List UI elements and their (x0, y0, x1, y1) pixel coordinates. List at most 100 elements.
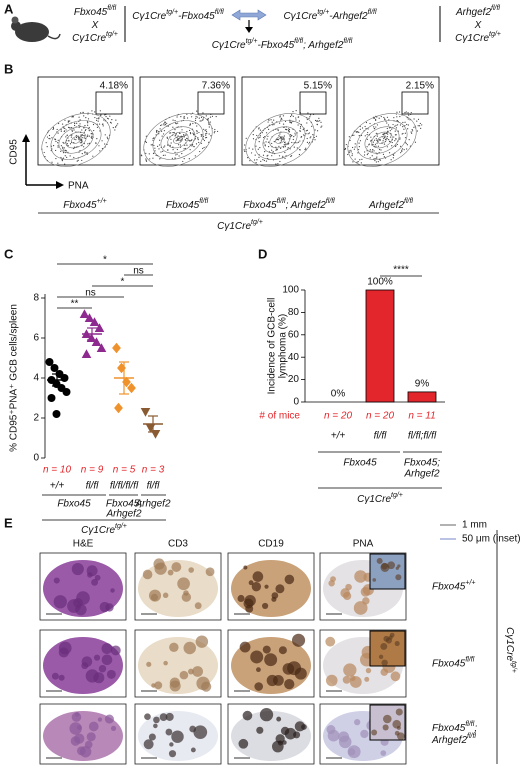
cross-left: Fbxo45fl/fl (74, 5, 117, 17)
event-dot (265, 160, 268, 162)
event-dot (67, 120, 69, 122)
event-dot (179, 137, 181, 139)
event-dot (208, 141, 210, 143)
event-dot (92, 155, 94, 157)
gate (299, 91, 327, 115)
event-dot (254, 154, 256, 156)
event-dot (376, 142, 378, 144)
tissue-spot (244, 594, 256, 607)
event-dot (278, 122, 281, 124)
text-segment: +/+ (97, 198, 107, 205)
event-dot (377, 161, 379, 163)
tissue-spot (256, 726, 264, 734)
event-dot (85, 128, 87, 131)
tissue-spot (238, 738, 249, 749)
event-dot (259, 136, 261, 138)
event-dot (78, 116, 80, 118)
event-dot (91, 135, 93, 137)
tissue-spot (271, 740, 284, 753)
tissue-spot (76, 591, 90, 605)
event-dot (71, 134, 73, 136)
event-dot (202, 138, 205, 140)
event-dot (88, 135, 91, 137)
event-dot (57, 139, 59, 141)
event-dot (79, 119, 81, 121)
tissue-spot (354, 570, 367, 583)
tissue-spot (354, 719, 361, 726)
event-dot (408, 139, 410, 141)
column-header: CD19 (258, 539, 284, 550)
data-point (112, 342, 121, 354)
event-dot (315, 120, 318, 122)
column-header: CD3 (168, 539, 188, 550)
event-dot (214, 130, 216, 133)
event-dot (284, 146, 286, 148)
tissue-spot (51, 672, 59, 680)
gate (401, 91, 429, 115)
event-dot (292, 138, 294, 141)
event-dot (354, 143, 356, 145)
event-dot (275, 146, 277, 148)
event-dot (174, 157, 176, 159)
event-dot (369, 157, 371, 159)
group-label: Fbxo45 (57, 499, 91, 510)
event-dot (305, 133, 307, 135)
event-dot (196, 125, 198, 127)
y-axis-label: Incidence of GCB-cell (267, 298, 278, 395)
tissue-spot (97, 717, 103, 722)
event-dot (377, 145, 379, 147)
contour (364, 126, 400, 154)
event-dot (367, 131, 369, 134)
event-dot (363, 154, 366, 156)
event-dot (267, 135, 269, 137)
event-dot (366, 153, 368, 156)
event-dot (80, 134, 82, 136)
event-dot (215, 115, 217, 118)
event-dot (265, 132, 268, 134)
event-dot (173, 131, 175, 134)
event-dot (399, 138, 401, 140)
event-dot (299, 125, 302, 128)
n-label: n = 9 (81, 465, 104, 476)
event-dot (399, 124, 402, 126)
event-dot (156, 129, 158, 132)
event-dot (395, 145, 397, 147)
event-dot (399, 115, 401, 118)
event-dot (282, 137, 284, 139)
event-dot (411, 130, 414, 132)
panel-label: D (258, 246, 267, 261)
event-dot (180, 116, 182, 118)
tissue-spot (165, 728, 173, 736)
event-dot (62, 152, 65, 154)
event-dot (247, 157, 249, 159)
text-segment: tg/+ (246, 38, 258, 45)
event-dot (284, 157, 286, 160)
event-dot (208, 123, 210, 126)
event-dot (64, 163, 66, 165)
event-dot (316, 130, 319, 132)
event-dot (167, 144, 169, 146)
event-dot (320, 121, 322, 123)
event-dot (402, 126, 404, 128)
contour (41, 113, 111, 167)
tissue-spot (364, 676, 370, 682)
event-dot (99, 110, 101, 112)
event-dot (49, 138, 51, 140)
event-dot (109, 115, 111, 117)
event-dot (401, 149, 403, 151)
y-tick-label: 8 (33, 293, 39, 304)
event-dot (407, 128, 409, 130)
event-dot (153, 144, 155, 147)
event-dot (199, 120, 201, 122)
event-dot (174, 151, 176, 154)
tissue-spot (188, 567, 194, 573)
group-label: Fbxo45; (106, 499, 142, 510)
event-dot (289, 121, 291, 124)
event-dot (145, 158, 147, 160)
event-dot (162, 133, 165, 135)
cross-left: Cγ1Cretg/+ (72, 31, 118, 43)
text-segment: Fbxo45 (432, 658, 466, 669)
text-segment: Cγ1Cre (504, 627, 515, 661)
event-dot (413, 126, 415, 128)
contour (143, 113, 213, 167)
